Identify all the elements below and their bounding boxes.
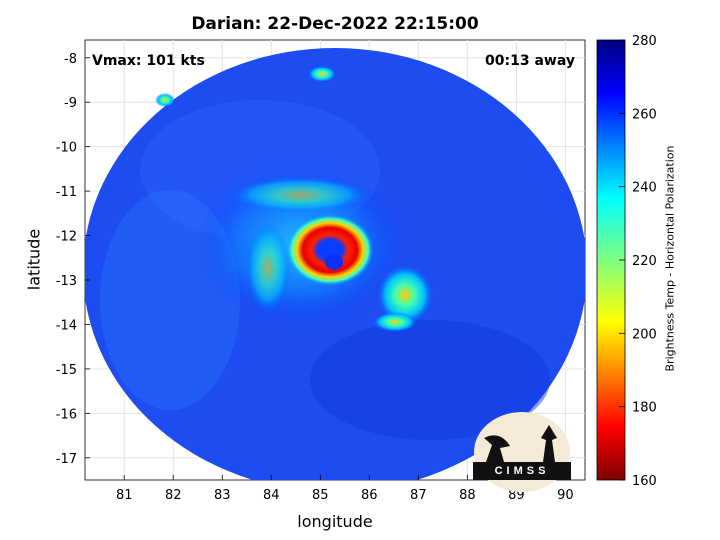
rainband-southeast [373,312,417,332]
colorbar-tick-label: 180 [632,401,657,416]
rainband-east [377,265,433,325]
logo-text: CIMSS [494,465,550,477]
time-offset-label: 00:13 away [485,53,575,69]
x-tick-label: 84 [263,488,280,503]
y-tick-label: -15 [56,363,77,378]
eyewall-ring [286,214,374,286]
plot-title: Darian: 22-Dec-2022 22:15:00 [191,14,479,34]
brightness-temp-swath [85,48,585,480]
logo-baseline [473,462,571,480]
x-axis: 81 82 83 84 85 86 87 88 89 90 [116,475,574,503]
convection-north [308,66,336,82]
convection-northwest [155,93,175,107]
y-tick-label: -17 [56,452,77,467]
colorbar-tick-label: 220 [632,254,657,269]
weather-radar-icon [541,425,557,462]
y-tick-label: -8 [64,52,77,67]
rainband-north [230,177,370,213]
x-tick-label: 90 [557,488,574,503]
colorbar-tick-label: 240 [632,181,657,196]
y-tick-label: -13 [56,274,77,289]
x-tick-label: 88 [459,488,476,503]
x-tick-label: 81 [116,488,133,503]
y-tick-label: -14 [56,318,77,333]
y-tick-label: -9 [64,96,77,111]
colorbar-label: Brightness Temp - Horizontal Polarizatio… [663,145,677,372]
y-axis: -8 -9 -10 -11 -12 -13 -14 -15 -16 -17 [56,52,90,467]
colorbar-ticks: 160 180 200 220 240 260 280 [619,34,657,489]
y-tick-label: -10 [56,141,77,156]
x-axis-label: longitude [297,512,373,531]
y-tick-label: -11 [56,185,77,200]
satellite-dish-icon [484,435,510,462]
colorbar-tick-label: 160 [632,474,657,489]
swath-texture-b [310,320,550,440]
cimss-logo [473,412,571,492]
x-tick-label: 86 [361,488,378,503]
colorbar-tick-label: 260 [632,107,657,122]
y-tick-label: -16 [56,407,77,422]
colorbar-tick-label: 280 [632,34,657,49]
colorbar-tick-label: 200 [632,327,657,342]
eye [325,254,343,270]
rainband-west [246,223,290,313]
y-axis-label: latitude [24,228,44,291]
x-tick-label: 87 [410,488,427,503]
x-tick-label: 83 [214,488,231,503]
x-tick-label: 82 [165,488,182,503]
vmax-label: Vmax: 101 kts [92,53,205,69]
y-tick-label: -12 [56,230,77,245]
x-tick-label: 85 [312,488,329,503]
